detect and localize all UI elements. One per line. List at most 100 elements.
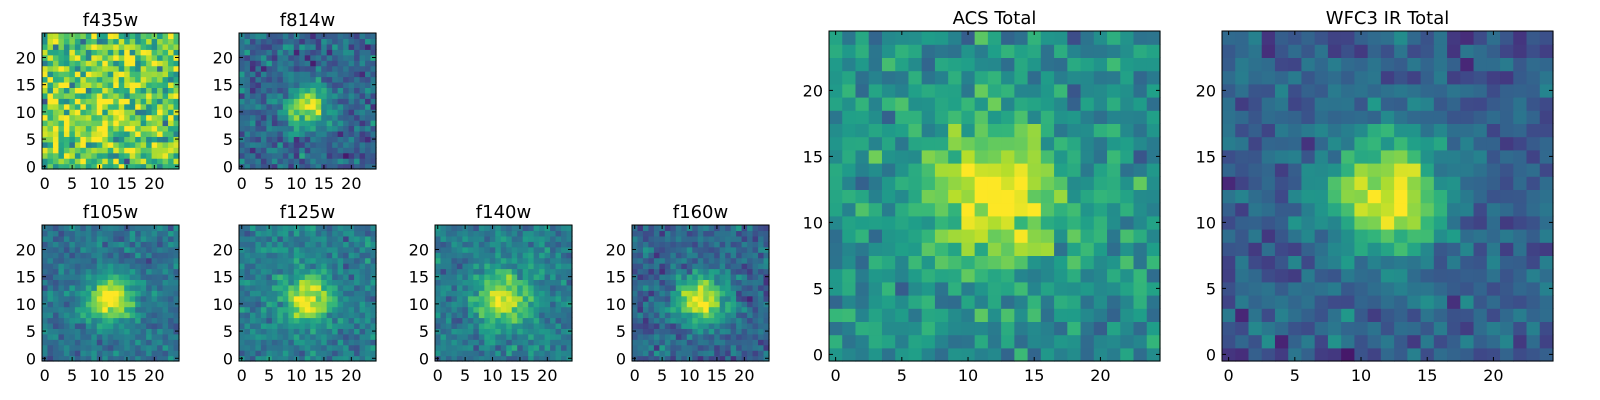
heatmap-cell	[47, 81, 54, 88]
heatmap-cell	[1027, 189, 1042, 204]
heatmap-cell	[435, 339, 442, 346]
heatmap-cell	[80, 125, 87, 132]
heatmap-cell	[714, 328, 721, 335]
heatmap-cell	[255, 49, 262, 56]
heatmap-cell	[1327, 295, 1342, 309]
heatmap-cell	[692, 230, 699, 237]
heatmap-cell	[934, 295, 949, 309]
heatmap-cell	[632, 333, 639, 340]
heatmap-cell	[506, 333, 513, 340]
heatmap-cell	[91, 92, 98, 99]
panel-title: ACS Total	[953, 8, 1037, 29]
heatmap-cell	[277, 344, 284, 351]
heatmap-cell	[550, 279, 557, 286]
heatmap-cell	[697, 273, 704, 280]
heatmap-cell	[129, 279, 136, 286]
heatmap-cell	[157, 295, 164, 302]
heatmap-cell	[435, 257, 442, 264]
heatmap-cell	[365, 65, 372, 72]
heatmap-cell	[337, 163, 344, 170]
heatmap-cell	[239, 141, 246, 148]
heatmap-cell	[555, 263, 562, 270]
heatmap-cell	[140, 322, 147, 329]
heatmap-cell	[435, 235, 442, 242]
heatmap-cell	[961, 44, 976, 58]
heatmap-cell	[63, 279, 70, 286]
heatmap-cell	[118, 43, 125, 50]
heatmap-cell	[544, 235, 551, 242]
heatmap-cell	[91, 284, 98, 291]
heatmap-cell	[124, 130, 131, 137]
heatmap-cell	[934, 70, 949, 85]
heatmap-cell	[1433, 189, 1448, 204]
heatmap-cell	[304, 252, 311, 259]
heatmap-cell	[467, 273, 474, 280]
heatmap-cell	[168, 158, 175, 165]
heatmap-cell	[1341, 334, 1355, 349]
heatmap-cell	[365, 230, 372, 237]
heatmap-cell	[293, 317, 300, 324]
heatmap-cell	[681, 230, 688, 237]
heatmap-cell	[168, 257, 175, 264]
heatmap-cell	[517, 279, 524, 286]
heatmap-cell	[714, 344, 721, 351]
heatmap-cell	[478, 312, 485, 319]
heatmap-cell	[293, 333, 300, 340]
heatmap-cell	[47, 290, 54, 297]
heatmap-cell	[47, 295, 54, 302]
heatmap-cell	[550, 284, 557, 291]
heatmap-cell	[1001, 110, 1015, 124]
heatmap-cell	[85, 317, 92, 324]
heatmap-cell	[736, 317, 743, 324]
heatmap-cell	[74, 49, 81, 56]
heatmap-cell	[255, 81, 262, 88]
heatmap-cell	[555, 333, 562, 340]
heatmap-cell	[528, 246, 535, 253]
heatmap-cell	[315, 109, 322, 116]
heatmap-cell	[118, 344, 125, 351]
heatmap-cell	[637, 279, 644, 286]
heatmap-cell	[282, 225, 289, 232]
heatmap-cell	[271, 92, 278, 99]
heatmap-cell	[277, 87, 284, 94]
heatmap-cell	[271, 38, 278, 45]
heatmap-cell	[1248, 295, 1263, 309]
heatmap-cell	[337, 65, 344, 72]
heatmap-cell	[91, 241, 98, 248]
heatmap-cell	[506, 257, 513, 264]
heatmap-cell	[282, 235, 289, 242]
heatmap-cell	[293, 98, 300, 105]
heatmap-cell	[354, 257, 361, 264]
heatmap-cell	[370, 147, 377, 154]
heatmap-cell	[1067, 176, 1082, 190]
heatmap-cell	[282, 279, 289, 286]
heatmap-cell	[239, 38, 246, 45]
heatmap-cell	[249, 87, 257, 94]
heatmap-cell	[359, 152, 366, 159]
heatmap-cell	[703, 312, 710, 319]
heatmap-cell	[168, 130, 175, 137]
heatmap-cell	[908, 136, 923, 151]
heatmap-cell	[304, 312, 311, 319]
heatmap-cell	[747, 225, 754, 232]
heatmap-cell	[842, 281, 857, 296]
heatmap-cell	[752, 339, 759, 346]
heatmap-cell	[135, 152, 142, 159]
heatmap-cell	[332, 246, 339, 253]
heatmap-cell	[1380, 268, 1395, 283]
heatmap-cell	[1354, 308, 1369, 322]
heatmap-cell	[648, 328, 655, 335]
heatmap-cell	[96, 290, 103, 297]
heatmap-cell	[343, 263, 350, 270]
heatmap-cell	[736, 225, 743, 232]
heatmap-cell	[315, 158, 322, 165]
x-tick-label: 5	[657, 366, 667, 385]
heatmap-cell	[321, 43, 328, 50]
heatmap-cell	[239, 65, 246, 72]
heatmap-cell	[365, 163, 372, 170]
heatmap-cell	[173, 141, 180, 148]
heatmap-cell	[522, 225, 529, 232]
heatmap-cell	[266, 81, 273, 88]
heatmap-cell	[47, 355, 54, 362]
heatmap-cell	[987, 229, 1002, 243]
